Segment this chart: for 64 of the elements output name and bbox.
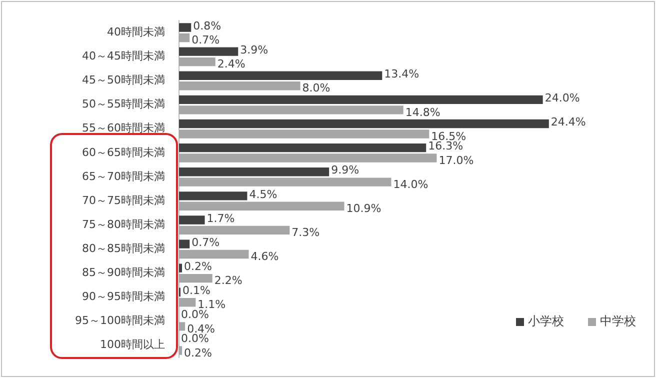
data-label: 13.4%: [384, 67, 420, 80]
bar: [179, 202, 344, 210]
bar: [179, 178, 392, 186]
bar: [179, 119, 549, 128]
data-label: 2.4%: [217, 58, 246, 71]
data-label: 0.7%: [192, 34, 220, 47]
bar: [179, 192, 248, 200]
bar: [179, 264, 182, 272]
data-label: 0.8%: [193, 19, 222, 32]
data-label: 4.6%: [250, 250, 279, 264]
bar: [179, 33, 190, 42]
y-tick-label: 85～90時間未満: [82, 266, 165, 280]
data-label: 17.0%: [438, 154, 474, 167]
bar: [179, 250, 249, 259]
bar: [179, 298, 196, 307]
y-tick-label: 40～45時間未満: [82, 50, 165, 63]
data-label: 0.0%: [181, 308, 209, 322]
y-tick-label: 45～50時間未満: [82, 74, 165, 87]
y-tick-label: 40時間未満: [107, 25, 165, 38]
legend-label: 中学校: [600, 313, 636, 330]
data-label: 2.2%: [214, 274, 242, 288]
bar: [179, 143, 426, 152]
data-label: 24.0%: [544, 92, 580, 105]
data-label: 8.0%: [302, 82, 330, 95]
y-tick-label: 55～60時間未満: [82, 122, 165, 135]
bar: [179, 226, 290, 235]
data-label: 24.4%: [550, 116, 586, 129]
bar: [179, 130, 430, 138]
data-label: 10.9%: [346, 202, 382, 215]
bar: [179, 71, 382, 80]
y-tick-label: 70～75時間未満: [82, 194, 165, 207]
bar: [179, 154, 437, 162]
bar: [179, 95, 543, 104]
legend-label: 小学校: [528, 313, 564, 330]
data-label: 0.1%: [182, 284, 210, 298]
bar: [179, 346, 182, 355]
bar: [179, 240, 190, 248]
bar: [179, 106, 404, 114]
data-label: 4.5%: [249, 188, 278, 201]
data-label: 1.7%: [206, 212, 235, 225]
bar: [179, 23, 192, 32]
bar: [179, 274, 212, 283]
y-tick-label: 100時間以上: [100, 338, 165, 352]
data-label: 0.7%: [192, 236, 220, 249]
data-label: 0.2%: [184, 260, 212, 273]
data-label: 9.9%: [331, 164, 360, 177]
data-label: 0.2%: [184, 346, 212, 360]
y-tick-label: 80～85時間未満: [82, 242, 165, 255]
bar: [179, 168, 330, 176]
data-label: 7.3%: [292, 226, 320, 240]
bar: [179, 47, 238, 56]
data-label: 3.9%: [240, 43, 268, 56]
y-tick-label: 65～70時間未満: [82, 170, 165, 183]
y-tick-label: 90～95時間未満: [82, 290, 165, 304]
bar: [179, 322, 186, 331]
y-tick-label: 50～55時間未満: [82, 98, 165, 111]
data-label: 14.8%: [405, 106, 440, 119]
y-tick-label: 60～65時間未満: [82, 146, 165, 159]
bar: [179, 82, 300, 90]
y-tick-label: 75～80時間未満: [82, 218, 165, 231]
y-tick-label: 95～100時間未満: [75, 314, 165, 328]
bar: [179, 216, 205, 224]
data-label: 14.0%: [393, 178, 428, 191]
bar: [179, 57, 216, 66]
